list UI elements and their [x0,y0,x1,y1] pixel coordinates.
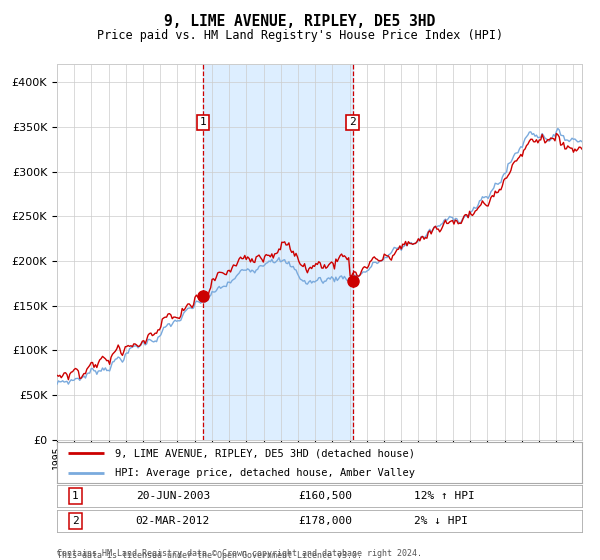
Text: 2: 2 [72,516,79,526]
Text: 02-MAR-2012: 02-MAR-2012 [136,516,210,526]
Text: £178,000: £178,000 [299,516,353,526]
Text: 1: 1 [199,118,206,128]
Text: Contains HM Land Registry data © Crown copyright and database right 2024.: Contains HM Land Registry data © Crown c… [57,549,422,558]
Text: Price paid vs. HM Land Registry's House Price Index (HPI): Price paid vs. HM Land Registry's House … [97,29,503,42]
Text: 20-JUN-2003: 20-JUN-2003 [136,491,210,501]
Text: 12% ↑ HPI: 12% ↑ HPI [414,491,475,501]
Text: 9, LIME AVENUE, RIPLEY, DE5 3HD: 9, LIME AVENUE, RIPLEY, DE5 3HD [164,14,436,29]
Text: HPI: Average price, detached house, Amber Valley: HPI: Average price, detached house, Ambe… [115,468,415,478]
Bar [203,64,353,440]
Text: This data is licensed under the Open Government Licence v3.0.: This data is licensed under the Open Gov… [57,551,362,560]
Text: 2% ↓ HPI: 2% ↓ HPI [414,516,468,526]
Text: 9, LIME AVENUE, RIPLEY, DE5 3HD (detached house): 9, LIME AVENUE, RIPLEY, DE5 3HD (detache… [115,449,415,458]
Text: 2: 2 [349,118,356,128]
Text: £160,500: £160,500 [299,491,353,501]
Text: 1: 1 [72,491,79,501]
